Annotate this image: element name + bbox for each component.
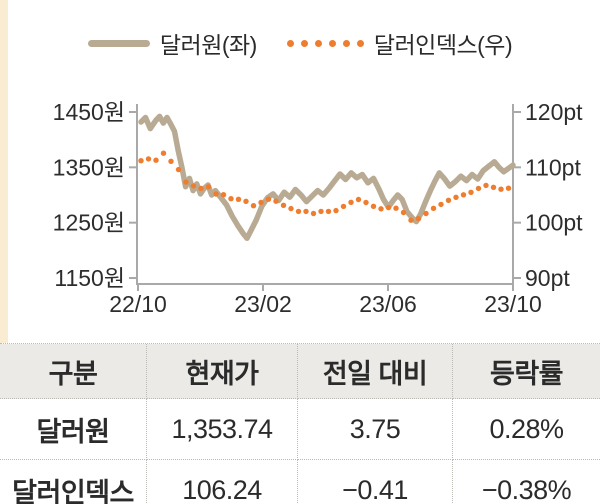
dollar-index-dot xyxy=(175,166,182,173)
dollar-index-dot xyxy=(400,209,407,216)
dotted-line-swatch xyxy=(286,39,364,47)
col-header-category: 구분 xyxy=(0,344,147,399)
dollar-index-dot xyxy=(453,194,459,200)
x-axis-label: 22/10 xyxy=(109,291,167,317)
dollar-won-change: 3.75 xyxy=(298,399,453,460)
dollar-index-price: 106.24 xyxy=(147,460,298,504)
left-accent-strip xyxy=(0,0,8,343)
x-axis-label: 23/10 xyxy=(484,291,542,317)
dollar-index-dot xyxy=(310,210,317,217)
dollar-won-line xyxy=(138,113,516,241)
dollar-index-dot xyxy=(183,179,189,185)
left-axis-label: 1250원 xyxy=(53,210,125,236)
dollar-index-dot xyxy=(288,205,294,212)
left-axis-label: 1350원 xyxy=(53,154,125,180)
dollar-index-dot xyxy=(355,196,362,203)
legend-label-dollar-index: 달러인덱스(우) xyxy=(373,32,513,58)
col-header-pct: 등락률 xyxy=(453,344,600,399)
left-axis-label: 1150원 xyxy=(54,265,125,291)
dollar-index-dot xyxy=(423,210,429,217)
dollar-index-dot xyxy=(385,204,392,211)
dollar-index-dot xyxy=(273,198,279,204)
dollar-index-dot xyxy=(393,205,399,211)
dollar-index-dot xyxy=(205,184,212,190)
right-axis-label: 120pt xyxy=(525,99,583,125)
dollar-index-dot xyxy=(138,158,144,164)
dollar-index-dot xyxy=(213,191,219,197)
dollar-index-dot xyxy=(318,208,324,215)
dollar-index-dot xyxy=(303,208,309,215)
legend-item-dollar-index: 달러인덱스(우) xyxy=(286,26,513,60)
dollar-index-dot xyxy=(168,158,174,164)
dollar-index-pct: −0.38% xyxy=(481,475,572,504)
right-axis-label: 90pt xyxy=(525,265,570,291)
dollar-index-dot xyxy=(370,203,377,209)
dollar-index-dot xyxy=(235,196,242,202)
dollar-index-dot xyxy=(468,189,474,195)
dollar-index-change: −0.41 xyxy=(298,460,453,504)
dollar-index-dot xyxy=(228,196,234,202)
left-axis-label: 1450원 xyxy=(53,99,125,125)
dollar-index-dot xyxy=(430,205,437,211)
dollar-index-dot xyxy=(363,199,369,206)
dollar-won-price: 1,353.74 xyxy=(147,399,298,460)
dollar-index-dot xyxy=(243,198,249,204)
chart-legend: 달러원(좌) 달러인덱스(우) xyxy=(0,26,600,60)
dollar-index-dot xyxy=(220,192,227,198)
dollar-index-dot xyxy=(265,196,272,202)
dollar-index-dot xyxy=(160,150,167,156)
col-header-change: 전일 대비 xyxy=(298,344,453,399)
dollar-index-dot xyxy=(490,184,497,190)
dollar-index-dot xyxy=(258,199,264,206)
dollar-index-dot xyxy=(333,207,339,214)
dollar-index-dot xyxy=(408,217,414,223)
dollar-index-dot xyxy=(198,185,204,192)
dollar-index-dot xyxy=(250,203,257,209)
dollar-index-dot xyxy=(460,192,467,198)
legend-item-dollar-won: 달러원(좌) xyxy=(87,26,257,60)
dollar-index-dot xyxy=(445,197,452,203)
col-header-price: 현재가 xyxy=(147,344,298,399)
dollar-index-dot xyxy=(295,208,302,215)
dollar-index-dot xyxy=(505,185,512,191)
row-label-dollar-index: 달러인덱스 xyxy=(0,460,147,504)
right-axis-label: 110pt xyxy=(525,154,581,180)
dollar-index-dot xyxy=(378,206,384,212)
dollar-index-dot xyxy=(348,199,354,205)
fx-line-chart: 1450원1350원1250원1150원120pt110pt100pt90pt2… xyxy=(53,99,583,317)
x-axis-label: 23/02 xyxy=(234,291,292,317)
x-axis-label: 23/06 xyxy=(359,291,417,317)
row-label-dollar-won: 달러원 xyxy=(0,399,147,460)
dollar-index-dot xyxy=(475,185,482,192)
dollar-index-dot xyxy=(190,183,197,189)
quote-table: 구분 현재가 전일 대비 등락률 달러원 1,353.74 3.75 0.28%… xyxy=(0,343,600,504)
dollar-index-dot xyxy=(325,208,332,215)
dollar-index-dot xyxy=(438,201,444,208)
dollar-index-dot xyxy=(145,156,152,162)
right-axis-label: 100pt xyxy=(525,210,583,236)
dollar-index-dot xyxy=(415,216,422,222)
dollar-index-dot xyxy=(483,182,489,189)
solid-line-swatch xyxy=(87,39,150,47)
dollar-index-dot xyxy=(280,202,287,208)
dollar-index-dot xyxy=(498,186,504,192)
dollar-index-dot xyxy=(340,203,347,210)
dollar-won-pct: 0.28% xyxy=(453,399,600,460)
legend-label-dollar-won: 달러원(좌) xyxy=(159,32,257,58)
dollar-index-dot xyxy=(153,157,159,163)
